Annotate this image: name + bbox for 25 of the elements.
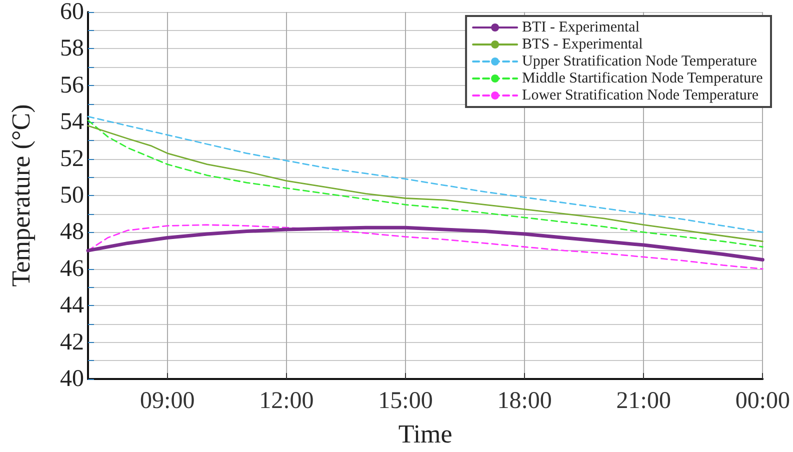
- y-tick-label: 56: [60, 72, 84, 98]
- y-tick-label: 58: [60, 36, 84, 62]
- y-axis-title: Temperature (°C): [6, 104, 36, 287]
- y-tick-label: 54: [60, 109, 84, 136]
- y-tick-label: 46: [60, 256, 84, 282]
- x-tick-label: 09:00: [140, 388, 195, 414]
- legend-label: BTS - Experimental: [522, 36, 643, 52]
- x-tick-label: 15:00: [378, 388, 433, 414]
- line-series: [86, 226, 764, 262]
- x-tick-label: 12:00: [259, 388, 314, 414]
- legend-label: Upper Stratification Node Temperature: [522, 54, 758, 70]
- y-tick-label: 42: [60, 329, 84, 356]
- legend-label: BTI - Experimental: [522, 20, 640, 36]
- y-tick-label: 60: [60, 0, 84, 25]
- legend-label: Middle Startification Node Temperature: [522, 70, 764, 86]
- y-tick-label: 48: [60, 219, 84, 246]
- x-tick-label: 21:00: [616, 388, 671, 414]
- x-tick-label: 00:00: [735, 388, 790, 414]
- y-tick-label: 50: [60, 182, 84, 208]
- y-tick-label: 44: [60, 292, 84, 319]
- x-axis-title: Time: [398, 420, 452, 448]
- y-tick-label: 52: [60, 146, 84, 172]
- y-tick-label: 40: [60, 366, 84, 392]
- x-tick-label: 18:00: [497, 388, 552, 414]
- legend-label: Lower Stratification Node Temperature: [522, 88, 759, 104]
